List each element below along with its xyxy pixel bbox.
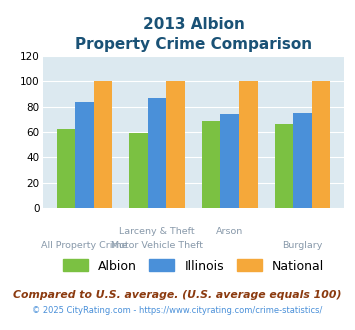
Bar	[293, 113, 312, 208]
Bar	[166, 82, 185, 208]
Bar	[56, 129, 75, 208]
Text: © 2025 CityRating.com - https://www.cityrating.com/crime-statistics/: © 2025 CityRating.com - https://www.city…	[32, 306, 323, 315]
Bar	[239, 82, 258, 208]
Text: Compared to U.S. average. (U.S. average equals 100): Compared to U.S. average. (U.S. average …	[13, 290, 342, 300]
Text: Larceny & Theft: Larceny & Theft	[119, 227, 195, 236]
Bar	[274, 124, 293, 208]
Bar	[312, 82, 331, 208]
Title: 2013 Albion
Property Crime Comparison: 2013 Albion Property Crime Comparison	[75, 17, 312, 52]
Legend: Albion, Illinois, National: Albion, Illinois, National	[58, 254, 329, 278]
Bar	[75, 102, 94, 208]
Text: All Property Crime: All Property Crime	[41, 241, 128, 250]
Text: Burglary: Burglary	[282, 241, 323, 250]
Bar	[94, 82, 113, 208]
Bar	[148, 98, 166, 208]
Bar	[220, 114, 239, 208]
Bar	[202, 121, 220, 208]
Text: Arson: Arson	[216, 227, 244, 236]
Bar	[129, 133, 148, 208]
Text: Motor Vehicle Theft: Motor Vehicle Theft	[111, 241, 203, 250]
